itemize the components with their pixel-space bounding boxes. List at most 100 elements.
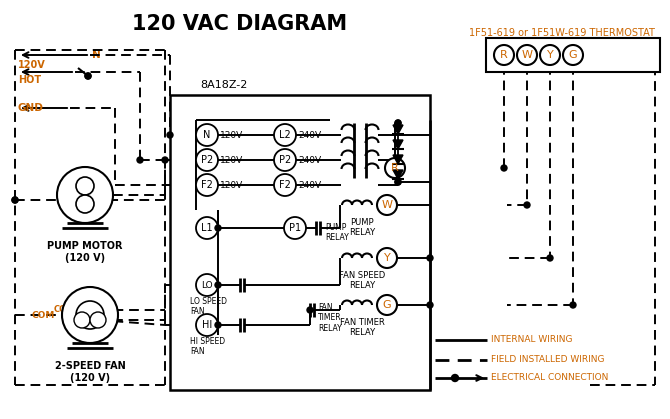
Polygon shape — [393, 170, 403, 179]
Circle shape — [284, 217, 306, 239]
Text: P1: P1 — [289, 223, 301, 233]
Text: 240V: 240V — [298, 155, 321, 165]
Circle shape — [377, 195, 397, 215]
Circle shape — [395, 120, 401, 126]
Text: W: W — [381, 200, 393, 210]
Circle shape — [85, 73, 91, 79]
Text: INTERNAL WIRING: INTERNAL WIRING — [491, 336, 572, 344]
Text: 120V: 120V — [220, 155, 243, 165]
Bar — [170, 95, 430, 390]
Text: HI: HI — [93, 316, 103, 324]
Text: PUMP
RELAY: PUMP RELAY — [349, 218, 375, 238]
Text: GND: GND — [18, 103, 44, 113]
Circle shape — [196, 314, 218, 336]
Text: P2: P2 — [201, 155, 213, 165]
Text: 120V: 120V — [18, 60, 46, 70]
Circle shape — [274, 149, 296, 171]
Text: 240V: 240V — [298, 130, 321, 140]
Circle shape — [12, 197, 18, 203]
Circle shape — [196, 274, 218, 296]
Circle shape — [12, 197, 18, 203]
Text: FAN SPEED
RELAY: FAN SPEED RELAY — [339, 271, 385, 290]
Text: F2: F2 — [201, 180, 213, 190]
Bar — [486, 38, 660, 72]
Circle shape — [524, 202, 530, 208]
Circle shape — [395, 179, 401, 185]
Text: N: N — [203, 130, 210, 140]
Circle shape — [547, 255, 553, 261]
Text: HOT: HOT — [18, 75, 41, 85]
Circle shape — [494, 45, 514, 65]
Text: F2: F2 — [279, 180, 291, 190]
Circle shape — [501, 165, 507, 171]
Circle shape — [377, 295, 397, 315]
Circle shape — [196, 174, 218, 196]
Circle shape — [395, 120, 401, 126]
Circle shape — [427, 255, 433, 261]
Circle shape — [215, 322, 221, 328]
Circle shape — [377, 248, 397, 268]
Circle shape — [517, 45, 537, 65]
Text: PUMP MOTOR
(120 V): PUMP MOTOR (120 V) — [48, 241, 123, 263]
Text: Y: Y — [384, 253, 391, 263]
Circle shape — [215, 225, 221, 231]
Circle shape — [196, 149, 218, 171]
Circle shape — [167, 132, 173, 138]
Circle shape — [540, 45, 560, 65]
Text: 120 VAC DIAGRAM: 120 VAC DIAGRAM — [133, 14, 348, 34]
Polygon shape — [393, 155, 403, 164]
Circle shape — [90, 312, 106, 328]
Circle shape — [76, 177, 94, 195]
Text: N: N — [92, 50, 100, 60]
Text: G: G — [569, 50, 578, 60]
Text: L2: L2 — [279, 130, 291, 140]
Circle shape — [452, 375, 458, 382]
Text: LO: LO — [76, 316, 88, 324]
Circle shape — [395, 179, 401, 185]
Circle shape — [62, 287, 118, 343]
Circle shape — [137, 157, 143, 163]
Text: ELECTRICAL CONNECTION: ELECTRICAL CONNECTION — [491, 373, 608, 383]
Text: 120V: 120V — [220, 181, 243, 189]
Text: LO SPEED
FAN: LO SPEED FAN — [190, 297, 227, 316]
Text: HI: HI — [202, 320, 212, 330]
Circle shape — [215, 282, 221, 288]
Text: R: R — [500, 50, 508, 60]
Circle shape — [274, 124, 296, 146]
Circle shape — [427, 302, 433, 308]
Circle shape — [76, 301, 104, 329]
Text: Y: Y — [547, 50, 553, 60]
Text: R: R — [391, 163, 399, 173]
Text: 2-SPEED FAN
(120 V): 2-SPEED FAN (120 V) — [55, 361, 125, 383]
Text: 240V: 240V — [298, 181, 321, 189]
Text: G: G — [383, 300, 391, 310]
Circle shape — [196, 217, 218, 239]
Circle shape — [196, 124, 218, 146]
Circle shape — [76, 195, 94, 213]
Text: FIELD INSTALLED WIRING: FIELD INSTALLED WIRING — [491, 355, 604, 365]
Text: L1: L1 — [201, 223, 213, 233]
Text: PUMP
RELAY: PUMP RELAY — [325, 223, 349, 243]
Text: FAN
TIMER
RELAY: FAN TIMER RELAY — [318, 303, 342, 333]
Text: 120V: 120V — [220, 130, 243, 140]
Circle shape — [307, 307, 313, 313]
Text: 8A18Z-2: 8A18Z-2 — [200, 80, 247, 90]
Circle shape — [563, 45, 583, 65]
Text: HI SPEED
FAN: HI SPEED FAN — [190, 337, 225, 357]
Circle shape — [385, 158, 405, 178]
Circle shape — [570, 302, 576, 308]
Circle shape — [85, 73, 91, 79]
Text: W: W — [521, 50, 533, 60]
Circle shape — [162, 157, 168, 163]
Polygon shape — [393, 140, 403, 149]
Polygon shape — [393, 125, 403, 134]
Circle shape — [274, 174, 296, 196]
Text: FAN TIMER
RELAY: FAN TIMER RELAY — [340, 318, 385, 337]
Text: COM: COM — [54, 305, 75, 313]
Circle shape — [57, 167, 113, 223]
Text: LO: LO — [201, 280, 213, 290]
Circle shape — [74, 312, 90, 328]
Text: P2: P2 — [279, 155, 291, 165]
Text: 1F51-619 or 1F51W-619 THERMOSTAT: 1F51-619 or 1F51W-619 THERMOSTAT — [469, 28, 655, 38]
Text: COM: COM — [31, 310, 55, 320]
